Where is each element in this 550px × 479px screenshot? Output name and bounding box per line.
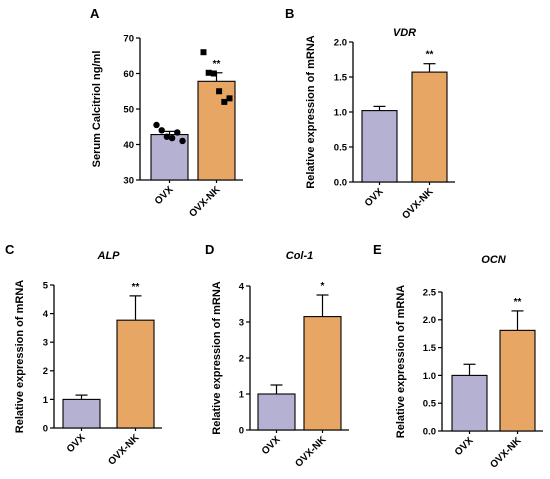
category-label: OVX xyxy=(260,434,283,457)
data-point-square xyxy=(226,95,233,102)
bar-ovx xyxy=(361,110,398,183)
y-tick-label: 50 xyxy=(123,104,134,115)
category-label: OVX-NK xyxy=(187,184,223,220)
y-tick-label: 1.0 xyxy=(334,107,347,118)
data-point-circle xyxy=(163,133,171,140)
y-tick-label: 40 xyxy=(123,140,134,151)
significance-marker: ** xyxy=(514,297,522,308)
category-label: OVX xyxy=(453,435,476,458)
data-point-square xyxy=(216,88,223,95)
y-tick-label: 1.5 xyxy=(334,72,348,83)
chart-title: Col-1 xyxy=(286,250,314,262)
bar-ovx-nk xyxy=(499,329,536,432)
data-point-square xyxy=(210,70,217,77)
y-tick-label: 2 xyxy=(239,353,244,364)
y-tick-label: 1 xyxy=(43,395,49,406)
y-tick-label: 30 xyxy=(123,175,134,186)
y-axis-label: Relative expression of mRNA xyxy=(211,281,223,434)
panel-letter: C xyxy=(5,242,15,257)
chart-title: ALP xyxy=(97,250,121,262)
y-tick-label: 2.0 xyxy=(334,37,347,48)
y-tick-label: 1 xyxy=(239,389,245,400)
category-label: OVX-NK xyxy=(400,186,436,222)
y-tick-label: 1.5 xyxy=(423,343,437,354)
panel-letter: E xyxy=(373,242,382,257)
y-axis-label: Relative expression of mRNA xyxy=(305,35,317,188)
data-point-circle xyxy=(179,137,186,145)
y-axis-label: Relative expression of mRNA xyxy=(14,280,26,433)
y-axis-label: Serum Calcitriol ng/ml xyxy=(91,51,103,168)
chart-title: VDR xyxy=(393,27,416,39)
data-point-circle xyxy=(153,121,160,129)
panel-d: D Col-1 Relative expression of mRNA 0 1 2 3 4 OV… xyxy=(205,242,349,470)
panel-letter: D xyxy=(205,242,214,257)
category-label: OVX-NK xyxy=(488,435,524,471)
y-tick-label: 2.0 xyxy=(423,315,436,326)
y-tick-label: 2 xyxy=(43,366,48,377)
category-label: OVX xyxy=(65,432,88,455)
y-tick-label: 0.5 xyxy=(423,399,437,410)
bar-ovx-nk xyxy=(411,71,448,183)
panel-letter: B xyxy=(285,6,294,21)
bar-ovx-nk xyxy=(303,316,342,431)
y-tick-label: 1.0 xyxy=(423,371,436,382)
y-tick-label: 3 xyxy=(43,338,48,349)
panel-e: E OCN Relative expression of mRNA 0.0 0.5 1.0… xyxy=(373,242,543,471)
y-tick-label: 0 xyxy=(239,425,244,436)
bar-ovx xyxy=(451,374,488,432)
y-tick-label: 3 xyxy=(239,317,244,328)
y-tick-label: 0.5 xyxy=(334,142,348,153)
category-label: OVX xyxy=(363,186,386,209)
y-axis-label: Relative expression of mRNA xyxy=(395,285,407,438)
significance-marker: * xyxy=(321,281,325,292)
y-tick-label: 2.5 xyxy=(423,287,437,298)
data-point-circle xyxy=(168,134,176,142)
significance-marker: ** xyxy=(213,59,221,70)
bar-ovx xyxy=(257,393,296,431)
data-point-circle xyxy=(174,129,181,136)
category-label: OVX-NK xyxy=(293,434,329,470)
y-tick-label: 4 xyxy=(43,309,49,320)
y-tick-label: 0.0 xyxy=(334,177,347,188)
data-point-circle xyxy=(158,127,165,134)
panel-b: B VDR Relative expression of mRNA 0.0 0.5 1.0… xyxy=(285,6,455,222)
y-tick-label: 60 xyxy=(123,69,134,80)
chart-title: OCN xyxy=(481,254,507,266)
bar-ovx-nk xyxy=(116,319,155,429)
y-tick-label: 0.0 xyxy=(423,426,436,437)
category-label: OVX xyxy=(153,184,176,207)
panel-letter: A xyxy=(90,6,100,21)
y-tick-label: 70 xyxy=(123,33,134,44)
y-tick-label: 0 xyxy=(43,423,48,434)
panel-a: A Serum Calcitriol ng/ml 30 40 50 60 70 OVX OVX-… xyxy=(90,6,243,220)
category-label: OVX-NK xyxy=(106,432,142,468)
significance-marker: ** xyxy=(426,50,434,61)
data-point-square xyxy=(205,69,212,76)
significance-marker: ** xyxy=(132,282,140,293)
bar-ovx xyxy=(62,398,101,429)
panel-c: C ALP Relative expression of mRNA 0 1 2 3 4 5 OVX… xyxy=(5,242,162,468)
y-tick-label: 5 xyxy=(43,280,49,291)
data-point-square xyxy=(200,49,207,56)
y-tick-label: 4 xyxy=(239,281,245,292)
data-point-square xyxy=(221,98,228,105)
